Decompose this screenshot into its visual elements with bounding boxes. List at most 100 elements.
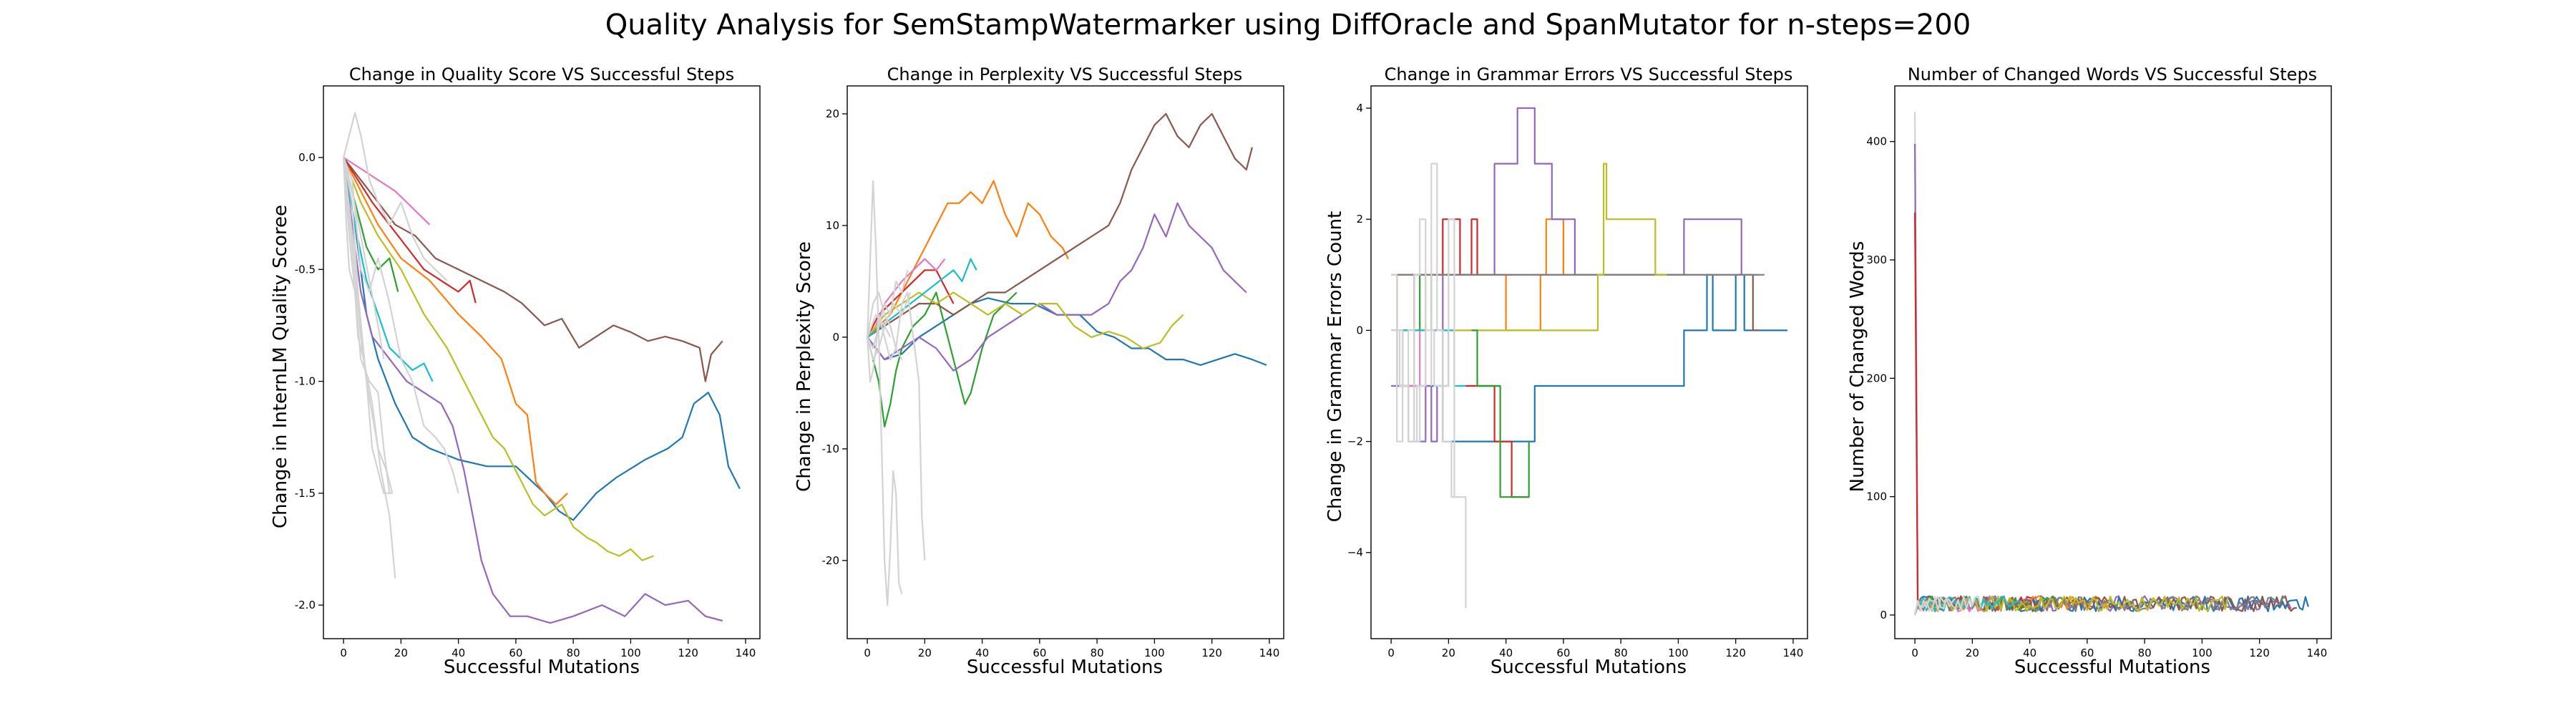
x-tick-label: 80 — [2138, 647, 2152, 659]
series-line — [867, 291, 1018, 427]
plot-area-quality: 0 20 40 60 80 100 120 140 -2.0 -1.5 -1.0 -0.5 0.0 — [295, 85, 761, 659]
series-line — [1391, 329, 1501, 387]
x-tick-label: 80 — [1614, 647, 1628, 659]
x-tick-label: 140 — [1259, 647, 1280, 659]
series-line — [343, 157, 393, 494]
x-tick-label: 60 — [2080, 647, 2094, 659]
x-tick-label: 100 — [1144, 647, 1165, 659]
panel-changed-words: Number of Changed Words VS Successful St… — [1847, 64, 2332, 678]
y-tick-label: −2 — [1347, 435, 1363, 448]
panel-title: Change in Quality Score VS Successful St… — [349, 64, 734, 84]
series-line — [343, 157, 741, 521]
x-axis-label: Successful Mutations — [444, 657, 640, 678]
x-tick-label: 20 — [1966, 647, 1979, 659]
series-line — [1914, 143, 2292, 612]
x-tick-label: 120 — [1725, 647, 1746, 659]
series-line — [1914, 212, 2045, 612]
series-line — [867, 202, 1247, 372]
axes-frame — [847, 85, 1284, 639]
series-line — [867, 325, 892, 361]
y-tick-label: 300 — [1866, 253, 1887, 266]
x-tick-label: 140 — [2307, 647, 2328, 659]
x-tick-label: 60 — [1556, 647, 1570, 659]
series-line — [867, 258, 977, 338]
x-tick-label: 80 — [1091, 647, 1104, 659]
y-axis-label: Change in Grammar Errors Count — [1324, 211, 1346, 522]
series-line — [343, 157, 431, 226]
series-line — [867, 112, 1253, 338]
x-tick-label: 40 — [975, 647, 989, 659]
series-line — [343, 157, 654, 561]
plot-area-changed-words: 0 20 40 60 80 100 120 140 0 100 200 300 400 — [1866, 85, 2332, 659]
series-line — [867, 292, 912, 338]
series-line — [343, 112, 448, 281]
series-group — [1391, 107, 1787, 609]
series-line — [867, 180, 903, 606]
series-line — [1391, 274, 1759, 332]
series-line — [867, 270, 909, 349]
x-tick-label: 60 — [509, 647, 522, 659]
panel-quality: Change in Quality Score VS Successful St… — [270, 64, 761, 678]
y-axis-label: Number of Changed Words — [1847, 241, 1868, 493]
y-tick-label: 10 — [826, 219, 839, 232]
series-line — [1914, 112, 1971, 611]
x-tick-label: 140 — [736, 647, 756, 659]
y-tick-label: 100 — [1866, 490, 1887, 503]
series-group — [343, 112, 741, 624]
x-tick-label: 0 — [1387, 647, 1395, 659]
series-line — [1391, 163, 1667, 332]
series-line — [1471, 329, 1530, 498]
panel-title: Change in Grammar Errors VS Successful S… — [1385, 64, 1793, 84]
x-tick-label: 0 — [864, 647, 871, 659]
axes-frame — [1894, 85, 2332, 639]
y-tick-label: 0 — [832, 331, 839, 344]
series-line — [1391, 329, 1460, 498]
y-tick-label: -1.0 — [295, 375, 316, 388]
axes-frame — [1370, 85, 1808, 639]
y-axis-label: Change in Perplexity Score — [794, 241, 815, 492]
series-line — [867, 291, 926, 561]
y-tick-label: -2.0 — [295, 599, 316, 611]
series-line — [343, 157, 365, 359]
series-group — [1914, 112, 2309, 616]
series-line — [1914, 595, 2229, 616]
panel-title: Number of Changed Words VS Successful St… — [1908, 64, 2317, 84]
series-line — [1391, 274, 1787, 442]
x-tick-label: 100 — [620, 647, 641, 659]
x-axis-label: Successful Mutations — [1491, 657, 1687, 678]
y-tick-label: -10 — [822, 442, 840, 455]
panel-title: Change in Perplexity VS Successful Steps — [887, 64, 1243, 84]
y-tick-label: 20 — [826, 107, 839, 120]
x-tick-label: 20 — [918, 647, 932, 659]
panel-grammar: Change in Grammar Errors VS Successful S… — [1324, 64, 1808, 678]
series-line — [343, 157, 394, 494]
series-group — [867, 112, 1267, 606]
x-axis-label: Successful Mutations — [2014, 657, 2210, 678]
y-tick-label: 0 — [1880, 609, 1887, 621]
x-tick-label: 40 — [452, 647, 465, 659]
series-line — [343, 157, 385, 359]
x-axis-label: Successful Mutations — [967, 657, 1163, 678]
y-tick-label: −4 — [1347, 546, 1363, 559]
x-tick-label: 60 — [1033, 647, 1046, 659]
x-tick-label: 0 — [1911, 647, 1918, 659]
series-line — [343, 157, 568, 505]
x-tick-label: 120 — [1201, 647, 1222, 659]
x-tick-label: 20 — [394, 647, 408, 659]
y-tick-label: 200 — [1866, 372, 1887, 384]
x-tick-label: 80 — [567, 647, 580, 659]
y-tick-label: 4 — [1356, 102, 1363, 115]
y-axis-label: Change in InternLM Quality Scoree — [270, 205, 291, 528]
x-tick-label: 20 — [1442, 647, 1455, 659]
y-tick-label: 400 — [1866, 135, 1887, 148]
series-line — [343, 157, 393, 494]
figure-title: Quality Analysis for SemStampWatermarker… — [605, 9, 1971, 42]
panel-perplexity: Change in Perplexity VS Successful Steps… — [794, 64, 1284, 678]
series-line — [343, 157, 723, 624]
x-tick-label: 40 — [2023, 647, 2036, 659]
x-tick-label: 120 — [2249, 647, 2270, 659]
series-line — [343, 157, 459, 494]
series-line — [867, 291, 903, 360]
plot-area-grammar: 0 20 40 60 80 100 120 140 −4 −2 0 2 4 — [1347, 85, 1808, 659]
